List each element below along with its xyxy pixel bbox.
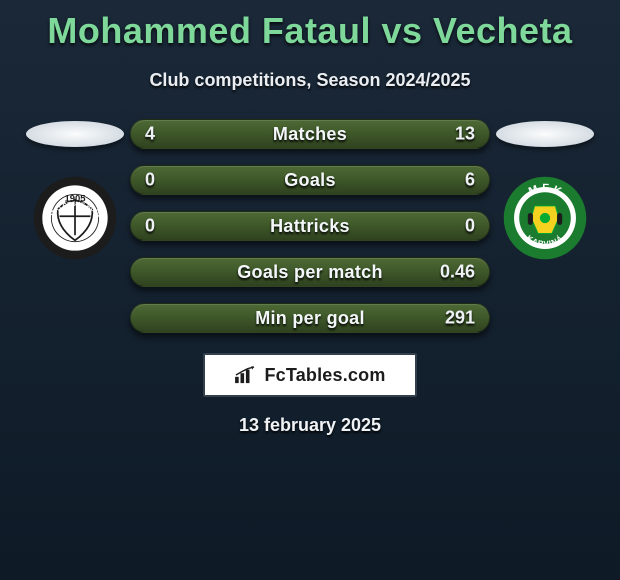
- stat-bar: Goals per match 0.46: [130, 257, 490, 287]
- dynamo-badge-icon: 1905 SK DYNAMO ČESKÉ BUDĚJOVICE: [32, 175, 118, 261]
- bar-chart-icon: [234, 366, 256, 384]
- club-left: 1905 SK DYNAMO ČESKÉ BUDĚJOVICE: [20, 119, 130, 261]
- stat-label: Matches: [273, 124, 347, 145]
- club-right-badge: M F K KARVINÁ: [502, 175, 588, 261]
- stat-label: Hattricks: [270, 216, 350, 237]
- karvina-badge-icon: M F K KARVINÁ: [502, 175, 588, 261]
- club-right: M F K KARVINÁ: [490, 119, 600, 261]
- stat-left-value: 0: [145, 170, 155, 191]
- match-date: 13 february 2025: [0, 415, 620, 436]
- stat-left-value: 4: [145, 124, 155, 145]
- brand-text: FcTables.com: [264, 365, 385, 386]
- stat-right-value: 13: [455, 124, 475, 145]
- stat-label: Min per goal: [255, 308, 365, 329]
- subtitle: Club competitions, Season 2024/2025: [0, 70, 620, 91]
- brand-footer[interactable]: FcTables.com: [203, 353, 417, 397]
- spotlight-ellipse-right: [496, 121, 594, 147]
- page-title: Mohammed Fataul vs Vecheta: [0, 0, 620, 52]
- stat-bar: 0 Goals 6: [130, 165, 490, 195]
- stat-right-value: 6: [465, 170, 475, 191]
- stat-bars: 4 Matches 13 0 Goals 6 0 Hattricks 0 Goals per ma…: [130, 119, 490, 333]
- stat-left-value: 0: [145, 216, 155, 237]
- spotlight-ellipse-left: [26, 121, 124, 147]
- stat-right-value: 0.46: [440, 262, 475, 283]
- stat-bar: Min per goal 291: [130, 303, 490, 333]
- stat-bar: 4 Matches 13: [130, 119, 490, 149]
- stat-label: Goals: [284, 170, 336, 191]
- stat-bar: 0 Hattricks 0: [130, 211, 490, 241]
- stat-right-value: 291: [445, 308, 475, 329]
- comparison-panel: 1905 SK DYNAMO ČESKÉ BUDĚJOVICE 4 Matches…: [0, 119, 620, 333]
- stat-label: Goals per match: [237, 262, 383, 283]
- stat-right-value: 0: [465, 216, 475, 237]
- club-left-badge: 1905 SK DYNAMO ČESKÉ BUDĚJOVICE: [32, 175, 118, 261]
